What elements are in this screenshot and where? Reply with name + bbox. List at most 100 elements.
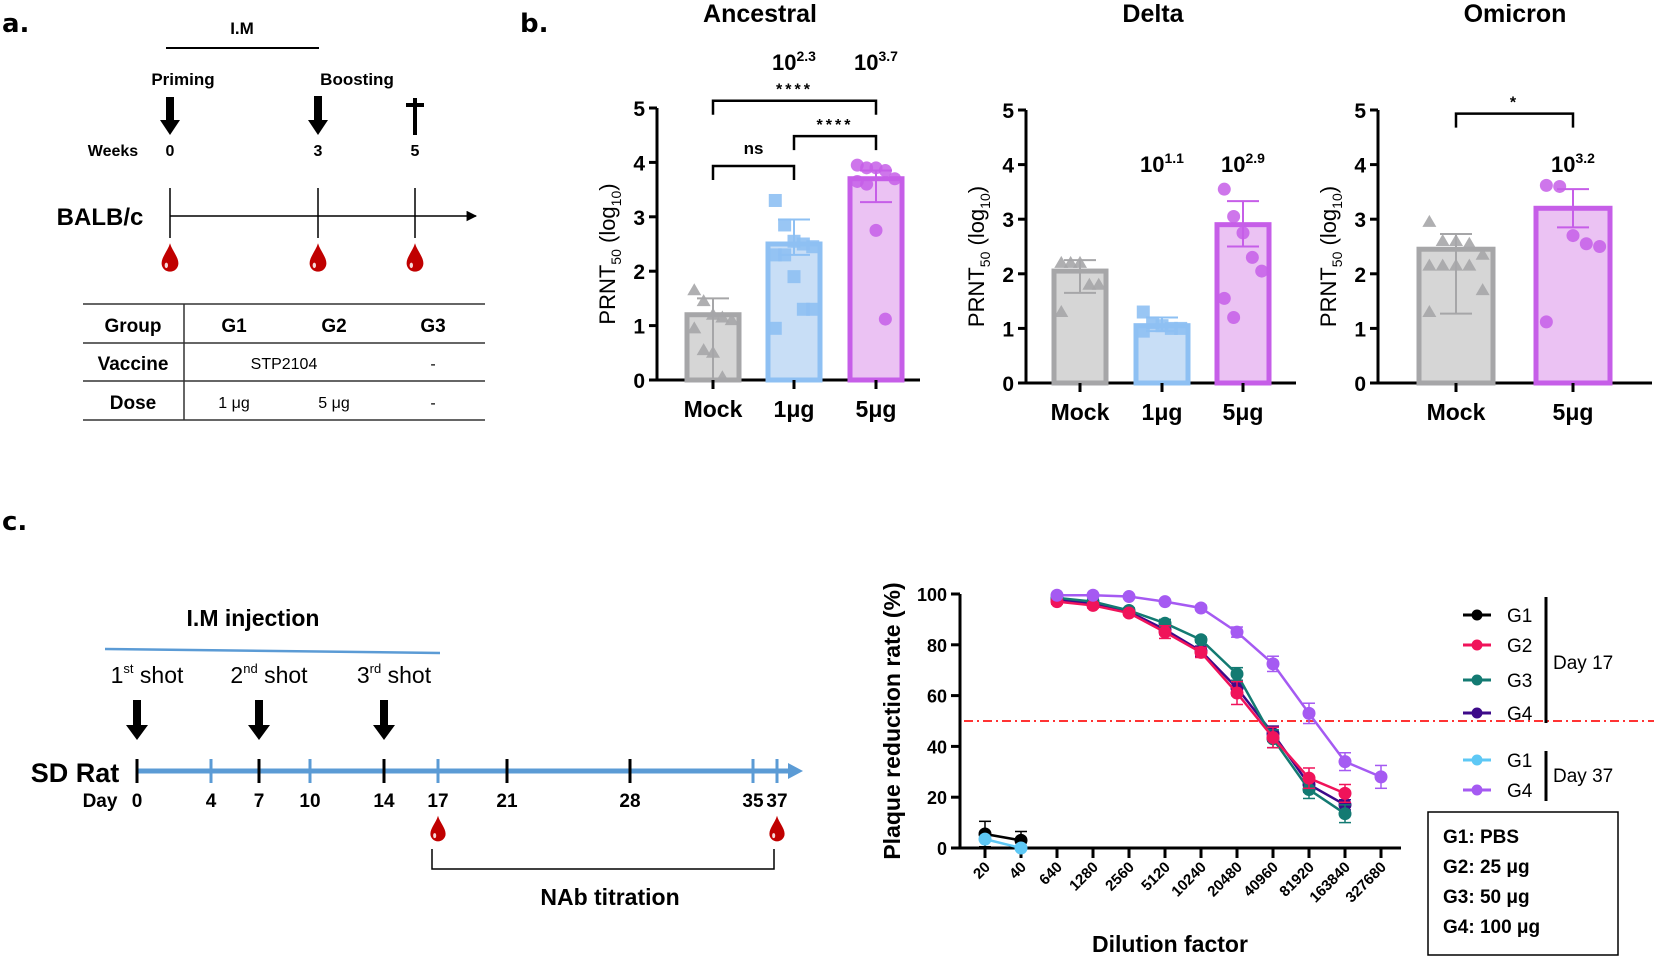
data-point-circle — [1217, 291, 1231, 305]
legend-entry: G4 — [1463, 781, 1533, 802]
y-tick-label: 100 — [917, 585, 947, 605]
x-tick-label: 5μg — [856, 396, 897, 422]
event-label-priming: Priming — [151, 70, 214, 89]
y-tick-label: 0 — [937, 839, 947, 859]
data-point-triangle — [1449, 258, 1463, 271]
blood-drop-icon — [161, 243, 179, 272]
data-point-circle — [1255, 264, 1269, 278]
data-point-triangle — [1435, 234, 1450, 247]
data-point-circle — [1553, 179, 1567, 193]
legend-marker — [1471, 784, 1483, 796]
data-point-triangle — [1475, 247, 1490, 260]
legend-label: G2 — [1507, 636, 1532, 657]
shot-label: 1st shot — [111, 661, 184, 688]
data-point-triangle — [1449, 234, 1463, 247]
legend-label: G4 — [1507, 781, 1533, 802]
table-cell-vaccine: STP2104 — [251, 356, 318, 373]
legend-group-label: Day 17 — [1553, 653, 1613, 674]
legend-label: G1 — [1507, 606, 1532, 627]
y-axis-label: PRNT50 (log10) — [1316, 186, 1345, 327]
group-key-box: G1: PBS G2: 25 μg G3: 50 μg G4: 100 μg — [1427, 811, 1619, 956]
blood-drop-icon — [309, 243, 327, 272]
data-point-circle — [1227, 209, 1241, 223]
event-label-boosting: Boosting — [320, 70, 394, 89]
legend-marker — [1471, 639, 1483, 651]
data-point-circle — [1539, 315, 1553, 329]
chart-title: Ancestral — [703, 0, 817, 28]
panel-c: c. I.M injection SD Rat 0 4 7 10 14 17 21 28 35 37… — [2, 507, 1654, 957]
week-0-label: 0 — [166, 143, 175, 160]
data-point — [1338, 786, 1352, 800]
arrow-down-icon — [373, 700, 395, 740]
data-point-triangle — [1435, 258, 1450, 271]
x-tick-label: 40 — [1006, 859, 1030, 883]
data-point — [1302, 783, 1316, 797]
y-tick-label: 1 — [1354, 318, 1366, 341]
table-header-group: Group — [105, 316, 162, 337]
table-cell-dose-g2: 5 μg — [318, 395, 349, 412]
legend-marker — [1471, 609, 1483, 621]
route-label-c: I.M injection — [187, 605, 320, 631]
arrow-down-icon — [248, 700, 270, 740]
data-point-triangle — [1422, 214, 1437, 227]
y-tick-label: 60 — [927, 687, 947, 707]
blood-drop-icon — [769, 815, 785, 842]
series-line — [1056, 600, 1346, 795]
significance-bracket: **** — [711, 82, 878, 115]
x-tick-label: 1280 — [1066, 859, 1102, 895]
chart-title: Delta — [1122, 0, 1184, 28]
chart-title: Omicron — [1464, 0, 1567, 28]
table-cell-dose-g1: 1 μg — [218, 395, 249, 412]
legend-label: G3 — [1507, 671, 1532, 692]
x-tick-label: 1μg — [774, 396, 815, 422]
data-point-square — [1136, 305, 1150, 319]
legend-label: G1 — [1507, 751, 1532, 772]
chart-legend: G1 G2 G3 G4 G1 G4 Day 17 Day 37 — [1463, 597, 1613, 802]
day-label: 10 — [299, 791, 320, 812]
group-key-g4: G4: 100 μg — [1443, 917, 1540, 938]
data-point-circle — [888, 172, 902, 186]
data-point — [1374, 770, 1388, 784]
y-tick-label: 80 — [927, 636, 947, 656]
y-tick-label: 4 — [633, 152, 645, 175]
data-point — [1302, 771, 1316, 785]
data-point-triangle — [1073, 255, 1087, 268]
x-axis-label: Dilution factor — [1092, 931, 1248, 957]
day-label: 4 — [206, 791, 217, 812]
bracket-label: NAb titration — [540, 884, 679, 910]
arrow-down-icon — [308, 96, 328, 135]
data-point — [1266, 731, 1280, 745]
y-tick-label: 40 — [927, 737, 947, 757]
data-point-square — [778, 248, 792, 262]
significance-bracket: **** — [792, 117, 878, 151]
data-point — [1302, 706, 1316, 720]
panel-b-letter: b. — [520, 9, 549, 39]
legend-label: G4 — [1507, 704, 1533, 725]
data-point-triangle — [1054, 305, 1069, 318]
significance-label: * — [1510, 95, 1519, 112]
legend-marker — [1471, 707, 1483, 719]
series-g4-day37 — [1050, 588, 1388, 790]
blood-drop-icon — [430, 815, 446, 842]
y-tick-label: 20 — [927, 788, 947, 808]
value-label: 101.1 — [1140, 150, 1184, 177]
day-label: 35 — [742, 791, 764, 812]
day-label: 37 — [766, 791, 787, 812]
bar-5μg — [847, 176, 905, 383]
day-label: 7 — [254, 791, 265, 812]
x-tick-label: 40960 — [1240, 859, 1282, 901]
panel-a-letter: a. — [2, 9, 29, 39]
day-label: 21 — [496, 791, 518, 812]
y-axis-label: PRNT50 (log10) — [964, 186, 993, 327]
legend-entry: G4 — [1463, 704, 1533, 725]
table-row-label-dose: Dose — [110, 393, 156, 414]
panel-c-letter: c. — [2, 507, 27, 537]
legend-marker — [1471, 754, 1483, 766]
data-point-circle — [878, 312, 892, 326]
day-label: 0 — [132, 791, 143, 812]
table-cell-dose-g3: - — [430, 395, 435, 412]
data-point-triangle — [696, 294, 711, 307]
y-tick-label: 0 — [633, 370, 645, 393]
y-tick-label: 2 — [1354, 264, 1366, 287]
